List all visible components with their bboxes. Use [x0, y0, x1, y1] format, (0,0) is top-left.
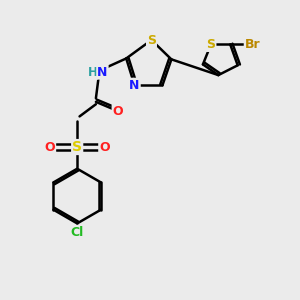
- Text: Br: Br: [245, 38, 260, 51]
- Text: N: N: [97, 66, 108, 79]
- Text: S: S: [147, 34, 156, 46]
- Text: S: S: [72, 140, 82, 154]
- Text: N: N: [129, 79, 140, 92]
- Text: O: O: [112, 105, 123, 118]
- Text: Cl: Cl: [70, 226, 84, 239]
- Text: O: O: [99, 140, 110, 154]
- Text: S: S: [206, 38, 215, 51]
- Text: O: O: [44, 140, 55, 154]
- Text: H: H: [87, 66, 97, 79]
